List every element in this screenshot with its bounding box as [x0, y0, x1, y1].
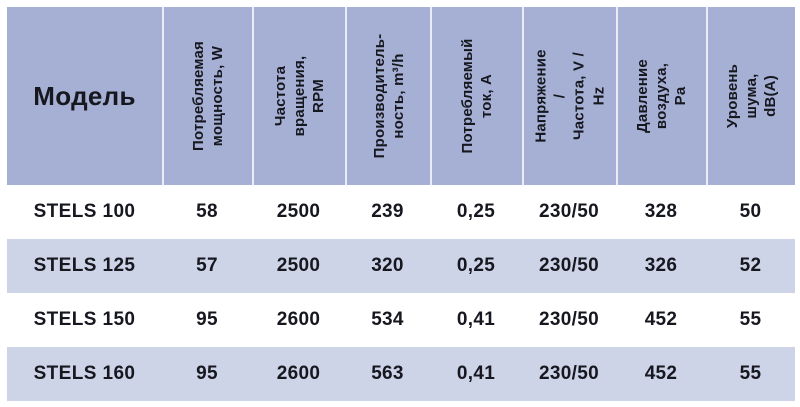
model-header-label: Модель [33, 80, 136, 111]
noise-value: 55 [739, 309, 762, 330]
power-value: 95 [196, 363, 218, 384]
airflow-value: 239 [371, 201, 404, 222]
airflow-header-label: Производитель- ность, m³/h [370, 33, 407, 159]
current-header-label: Потребляемый ток, А [458, 38, 495, 154]
rpm-value: 2600 [276, 309, 321, 330]
table-header-row: Модель Потребляемая мощность, W Частота … [7, 7, 795, 185]
column-header-noise: Уровень шума, dB(A) [706, 7, 795, 185]
table-row-stels-150: STELS 150 95 2600 534 0,41 230/50 452 55 [7, 293, 795, 347]
table-row-stels-125: STELS 125 57 2500 320 0,25 230/50 326 52 [7, 239, 795, 293]
voltage-value: 230/50 [539, 201, 599, 222]
column-header-rpm: Частота вращения, RPM [252, 7, 345, 185]
rpm-value: 2500 [276, 201, 321, 222]
table-row-stels-100: STELS 100 58 2500 239 0,25 230/50 328 50 [7, 185, 795, 239]
rpm-value: 2500 [276, 255, 321, 276]
voltage-value: 230/50 [539, 309, 599, 330]
voltage-value: 230/50 [539, 363, 599, 384]
pressure-value: 452 [644, 309, 678, 330]
column-header-voltage: Напряжение / Частота, V / Hz [522, 7, 616, 185]
current-value: 0,25 [456, 201, 496, 222]
pressure-value: 328 [644, 201, 678, 222]
power-header-label: Потребляемая мощность, W [189, 41, 226, 151]
current-value: 0,25 [456, 255, 496, 276]
column-header-power: Потребляемая мощность, W [162, 7, 252, 185]
noise-value: 50 [739, 201, 762, 222]
column-header-pressure: Давление воздуха, Pa [616, 7, 706, 185]
column-header-model: Модель [7, 7, 162, 185]
power-value: 57 [196, 255, 218, 276]
voltage-value: 230/50 [539, 255, 599, 276]
column-header-current: Потребляемый ток, А [430, 7, 522, 185]
voltage-header-label: Напряжение / Частота, V / Hz [532, 49, 608, 143]
noise-value: 55 [739, 363, 762, 384]
table-row-stels-160: STELS 160 95 2600 563 0,41 230/50 452 55 [7, 347, 795, 401]
model-name: STELS 150 [33, 309, 136, 330]
pressure-header-label: Давление воздуха, Pa [634, 59, 690, 133]
rpm-value: 2600 [276, 363, 321, 384]
power-value: 58 [196, 201, 218, 222]
current-value: 0,41 [456, 309, 496, 330]
airflow-value: 320 [371, 255, 404, 276]
noise-value: 52 [739, 255, 762, 276]
model-name: STELS 100 [33, 201, 136, 222]
airflow-value: 534 [371, 309, 404, 330]
model-name: STELS 160 [33, 363, 136, 384]
noise-header-label: Уровень шума, dB(A) [723, 63, 780, 129]
airflow-value: 563 [371, 363, 404, 384]
power-value: 95 [196, 309, 218, 330]
rpm-header-label: Частота вращения, RPM [271, 55, 328, 137]
pressure-value: 452 [644, 363, 678, 384]
current-value: 0,41 [456, 363, 496, 384]
column-header-airflow: Производитель- ность, m³/h [345, 7, 430, 185]
pressure-value: 326 [644, 255, 678, 276]
model-name: STELS 125 [33, 255, 136, 276]
